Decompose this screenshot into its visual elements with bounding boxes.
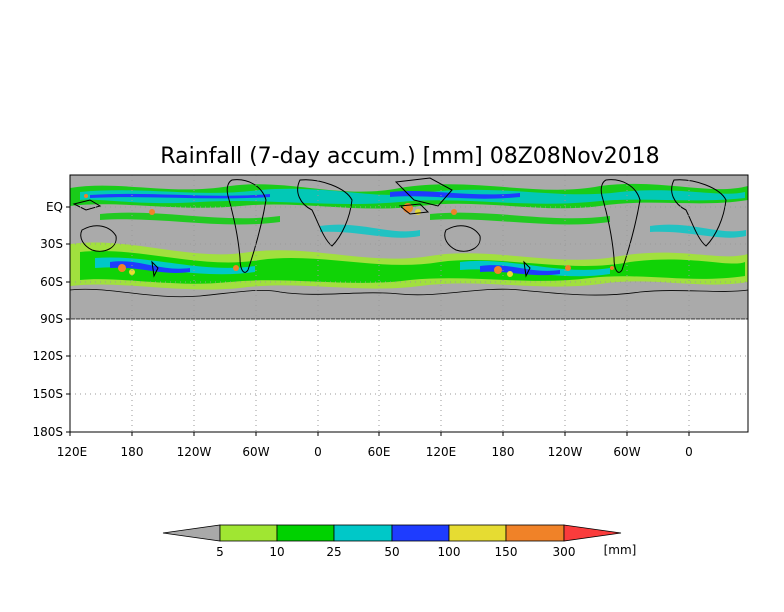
y-tick-90s: 90S <box>40 312 63 326</box>
colorbar-right-arrow <box>563 524 622 542</box>
y-tick-60s: 60S <box>40 275 63 289</box>
colorbar-bin-3 <box>333 524 393 542</box>
x-tick-60w-1: 60W <box>242 445 269 459</box>
x-tick-180-1: 180 <box>121 445 144 459</box>
x-tick-120w-1: 120W <box>177 445 212 459</box>
map-title: Rainfall (7-day accum.) [mm] 08Z08Nov201… <box>160 144 659 169</box>
y-tick-30s: 30S <box>40 237 63 251</box>
x-tick-120e-2: 120E <box>426 445 457 459</box>
coastlines <box>72 177 727 278</box>
colorbar-label-300: 300 <box>553 545 576 559</box>
colorbar-bin-2 <box>276 524 335 542</box>
x-tick-0-2: 0 <box>685 445 693 459</box>
colorbar-label-25: 25 <box>326 545 341 559</box>
colorbar-label-150: 150 <box>495 545 518 559</box>
tick-marks <box>66 206 690 436</box>
colorbar-label-50: 50 <box>384 545 399 559</box>
colorbar-bin-1 <box>219 524 278 542</box>
y-tick-eq: EQ <box>46 200 63 214</box>
x-tick-60w-2: 60W <box>613 445 640 459</box>
colorbar-label-10: 10 <box>269 545 284 559</box>
colorbar-bin-5 <box>448 524 507 542</box>
y-tick-180s: 180S <box>32 425 63 439</box>
x-tick-120w-2: 120W <box>548 445 583 459</box>
map-panel: EQ 30S 60S 90S 120S 150S 180S 120E 180 1… <box>32 174 749 459</box>
colorbar: 5 10 25 50 100 150 300 [mm] <box>162 524 637 559</box>
y-tick-120s: 120S <box>32 349 63 363</box>
x-tick-0-1: 0 <box>314 445 322 459</box>
colorbar-label-100: 100 <box>438 545 461 559</box>
colorbar-left-arrow <box>162 524 221 542</box>
colorbar-label-5: 5 <box>216 545 224 559</box>
x-axis-labels: 120E 180 120W 60W 0 60E 120E 180 120W 60… <box>57 445 693 459</box>
graticule <box>70 175 748 432</box>
colorbar-unit: [mm] <box>604 543 637 557</box>
colorbar-bin-6 <box>505 524 565 542</box>
x-tick-180-2: 180 <box>492 445 515 459</box>
antarctica <box>69 288 749 320</box>
x-tick-60e: 60E <box>368 445 391 459</box>
y-axis-labels: EQ 30S 60S 90S 120S 150S 180S <box>32 200 63 439</box>
map-frame <box>69 174 749 433</box>
y-tick-150s: 150S <box>32 387 63 401</box>
x-tick-120e-1: 120E <box>57 445 88 459</box>
colorbar-bin-4 <box>391 524 450 542</box>
